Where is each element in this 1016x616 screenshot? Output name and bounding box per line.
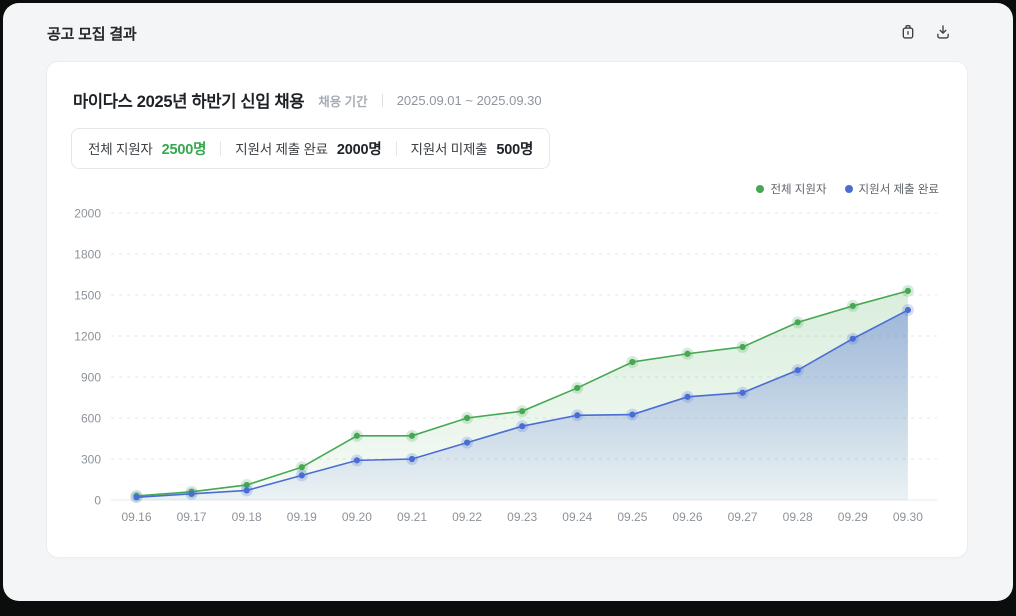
- legend-label: 지원서 제출 완료: [858, 184, 939, 196]
- chart-area: 0 300 600 900 1200 1500 1800 2000 09.16 09.17 09.1…: [71, 205, 943, 535]
- svg-text:09.24: 09.24: [562, 510, 592, 524]
- svg-text:09.27: 09.27: [728, 510, 758, 524]
- stat-value: 2500명: [161, 142, 207, 158]
- svg-text:300: 300: [81, 453, 101, 467]
- svg-text:600: 600: [81, 412, 101, 426]
- svg-text:09.28: 09.28: [783, 510, 813, 524]
- app-window: 공고 모집 결과: [3, 3, 1013, 601]
- stat-label: 지원서 제출 완료: [235, 142, 328, 157]
- page-title: 공고 모집 결과: [47, 26, 137, 43]
- applicant-stats-pill: 전체 지원자 2500명 지원서 제출 완료 2000명 지원서 미제출 500…: [71, 128, 551, 169]
- stat-label: 전체 지원자: [88, 142, 153, 157]
- svg-text:900: 900: [81, 371, 101, 385]
- svg-text:09.17: 09.17: [177, 510, 207, 524]
- trash-icon: [899, 23, 917, 44]
- period-label: 채용 기간: [318, 94, 368, 109]
- stat-total-applicants: 전체 지원자 2500명: [88, 138, 206, 159]
- svg-text:09.25: 09.25: [617, 510, 647, 524]
- card-title-row: 마이다스 2025년 하반기 신입 채용 채용 기간 2025.09.01 ~ …: [73, 88, 941, 112]
- stat-label: 지원서 미제출: [410, 142, 488, 157]
- svg-text:09.26: 09.26: [672, 510, 702, 524]
- stat-value: 500명: [496, 142, 534, 158]
- stat-value: 2000명: [336, 142, 382, 158]
- svg-text:1800: 1800: [74, 248, 101, 262]
- legend-dot-green: [756, 185, 765, 193]
- stat-divider: [220, 141, 222, 156]
- svg-text:09.23: 09.23: [507, 510, 537, 524]
- svg-text:0: 0: [94, 494, 101, 508]
- header-actions: [898, 24, 953, 44]
- period-divider: [381, 93, 383, 107]
- legend-dot-blue: [844, 185, 853, 193]
- delete-button[interactable]: [898, 24, 918, 44]
- posting-title: 마이다스 2025년 하반기 신입 채용: [73, 93, 305, 111]
- svg-text:09.18: 09.18: [232, 510, 262, 524]
- svg-text:09.21: 09.21: [397, 510, 427, 524]
- legend-item-submitted[interactable]: 지원서 제출 완료: [844, 181, 939, 197]
- download-button[interactable]: [933, 24, 953, 44]
- recruitment-result-card: 마이다스 2025년 하반기 신입 채용 채용 기간 2025.09.01 ~ …: [46, 61, 968, 558]
- svg-text:09.30: 09.30: [893, 510, 923, 524]
- page-header: 공고 모집 결과: [3, 3, 1013, 59]
- chart-legend: 전체 지원자 지원서 제출 완료: [75, 181, 939, 197]
- svg-text:09.20: 09.20: [342, 510, 372, 524]
- stat-divider: [395, 141, 397, 156]
- stat-not-submitted: 지원서 미제출 500명: [411, 138, 534, 159]
- svg-text:2000: 2000: [74, 207, 101, 221]
- svg-text:09.19: 09.19: [287, 510, 317, 524]
- svg-text:09.22: 09.22: [452, 510, 482, 524]
- svg-text:1500: 1500: [74, 289, 101, 303]
- period-value: 2025.09.01 ~ 2025.09.30: [396, 92, 542, 108]
- svg-text:1200: 1200: [74, 330, 101, 344]
- svg-text:09.16: 09.16: [121, 510, 151, 524]
- download-icon: [934, 23, 952, 44]
- legend-label: 전체 지원자: [770, 184, 827, 196]
- applicants-trend-chart: 0 300 600 900 1200 1500 1800 2000 09.16 09.17 09.1…: [74, 207, 937, 524]
- svg-text:09.29: 09.29: [838, 510, 868, 524]
- stat-submitted: 지원서 제출 완료 2000명: [235, 138, 381, 159]
- legend-item-total[interactable]: 전체 지원자: [756, 181, 827, 197]
